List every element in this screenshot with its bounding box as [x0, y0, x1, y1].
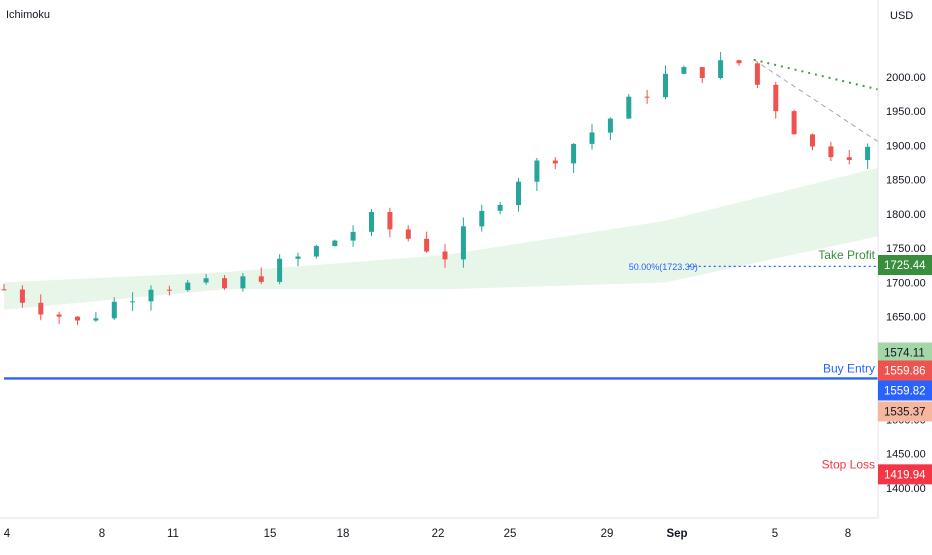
candle [700, 67, 705, 78]
candle [681, 67, 686, 74]
candle [663, 74, 668, 97]
y-tick-label: 1400.00 [886, 483, 926, 495]
candle [75, 317, 80, 321]
candle [369, 212, 374, 232]
level-price-badge-text: 1419.94 [884, 469, 926, 481]
currency-label: USD [890, 10, 913, 22]
x-tick-label: 11 [167, 528, 179, 540]
candle [792, 111, 797, 134]
x-tick-label: 8 [99, 528, 105, 540]
candle [2, 289, 7, 290]
x-tick-label: 15 [264, 528, 277, 540]
candle [204, 278, 209, 282]
price-badge-text: 1559.86 [884, 365, 926, 377]
price-badge-text: 1559.82 [884, 385, 926, 397]
y-tick-label: 1900.00 [886, 140, 926, 152]
x-tick-label: 22 [432, 528, 445, 540]
candle [112, 302, 117, 319]
y-tick-label: 2000.00 [886, 72, 926, 84]
y-tick-label: 1450.00 [886, 449, 926, 461]
x-tick-label: 8 [845, 528, 851, 540]
candle [810, 134, 815, 146]
candle [185, 283, 190, 291]
x-tick-label: Sep [666, 528, 687, 540]
y-tick-label: 1700.00 [886, 277, 926, 289]
candle [498, 205, 503, 211]
candle [387, 212, 392, 229]
fib-level-label: 50.00%(1723.39) [629, 262, 698, 272]
candle [590, 133, 595, 144]
x-tick-label: 25 [504, 528, 517, 540]
candle [755, 63, 760, 85]
candle [865, 147, 870, 160]
candle [240, 276, 245, 288]
level-name-label: Stop Loss [822, 457, 875, 471]
candle [608, 119, 613, 133]
level-name-label: Buy Entry [823, 361, 875, 375]
price-axis: USD1400.001450.001500.001550.001600.0016… [878, 0, 932, 550]
candle [222, 278, 227, 288]
price-badge-text: 1574.11 [884, 347, 925, 359]
candle [626, 97, 631, 119]
candle [130, 301, 135, 302]
y-tick-label: 1650.00 [886, 312, 926, 324]
candle [718, 60, 723, 78]
candle [828, 146, 833, 157]
candle [424, 239, 429, 252]
candle [461, 226, 466, 259]
candle [737, 60, 742, 63]
x-tick-label: 5 [772, 528, 778, 540]
candle [351, 232, 356, 241]
y-tick-label: 1750.00 [886, 243, 926, 255]
ichimoku-cloud [4, 111, 932, 389]
candle [553, 161, 558, 164]
x-tick-label: 29 [601, 528, 614, 540]
candle [847, 157, 852, 160]
candle [167, 290, 172, 291]
x-tick-label: 4 [4, 528, 11, 540]
candle [277, 259, 282, 282]
candle [93, 318, 98, 320]
candle [406, 229, 411, 238]
candle [332, 241, 337, 247]
candle [645, 97, 650, 98]
x-tick-label: 18 [337, 528, 350, 540]
level-name-label: Take Profit [818, 248, 875, 262]
candle [534, 161, 539, 182]
candle [38, 303, 43, 315]
candle [443, 252, 448, 260]
candle [259, 276, 264, 282]
level-price-badge-text: 1725.44 [884, 260, 926, 272]
y-tick-label: 1950.00 [886, 106, 926, 118]
candle [773, 85, 778, 111]
candle [516, 182, 521, 205]
y-tick-label: 1850.00 [886, 175, 926, 187]
candle [314, 246, 319, 256]
candle [296, 257, 301, 259]
candle [149, 290, 154, 302]
candle [479, 211, 484, 227]
cloud-bullish [4, 111, 932, 310]
candle [20, 290, 25, 303]
candle [571, 144, 576, 164]
indicator-label[interactable]: Ichimoku [6, 9, 50, 21]
y-tick-label: 1800.00 [886, 209, 926, 221]
candle [57, 315, 62, 317]
price-badge-text: 1535.37 [884, 406, 926, 418]
time-axis: 4 8 11 15 18 22 25 29 Sep 5 8 [0, 518, 878, 550]
